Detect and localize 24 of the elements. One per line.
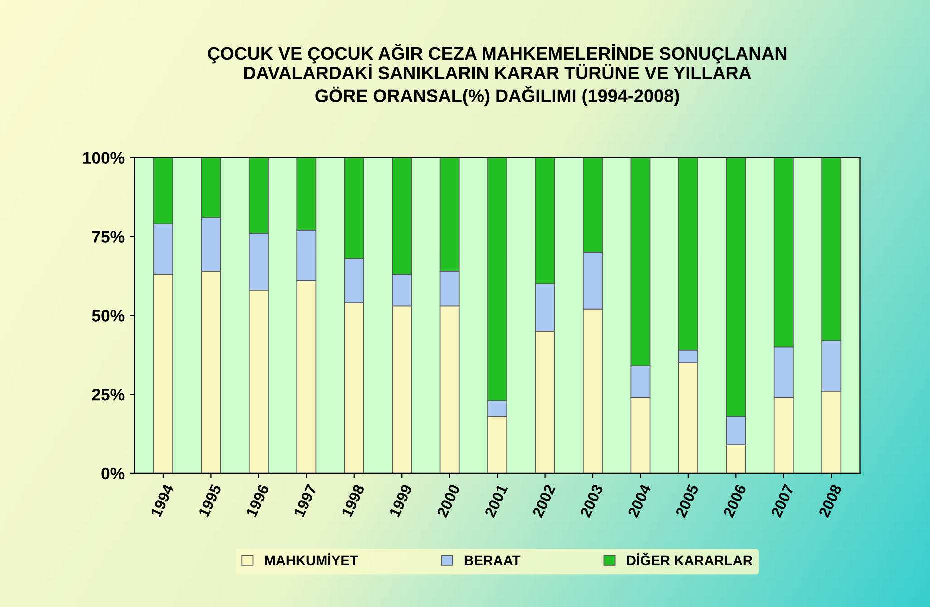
x-tick-label: 2008 xyxy=(818,484,842,518)
legend-label: MAHKUMİYET xyxy=(265,554,358,566)
x-tick-label: 1996 xyxy=(246,484,270,518)
legend-label: BERAAT xyxy=(464,556,521,566)
x-tick-label: 1995 xyxy=(198,484,222,518)
chart-title: ÇOCUK VE ÇOCUK AĞIR CEZA MAHKEMELERİNDE SONUÇLANAN DAVALARDAKİ SANIKLARIN KARAR TÜRÜNE VE YILLARA GÖRE ORANSAL(%) DAĞILIMI (1994-2008) xyxy=(208,44,787,106)
y-tick-label: 75% xyxy=(92,231,125,243)
y-tick-label: 0% xyxy=(102,468,125,480)
x-tick-label: 2000 xyxy=(436,484,460,518)
y-tick-label: 25% xyxy=(92,388,125,401)
x-tick-label: 1998 xyxy=(342,484,366,518)
x-tick-label: 2002 xyxy=(532,484,556,518)
legend-label: DİĞER KARARLAR xyxy=(627,553,753,566)
x-tick-label: 2004 xyxy=(628,483,652,518)
x-tick-label: 2001 xyxy=(484,484,508,518)
x-tick-label: 2007 xyxy=(770,484,795,518)
x-tick-label: 1999 xyxy=(389,484,413,518)
x-tick-label: 1994 xyxy=(150,483,174,518)
x-tick-label: 2003 xyxy=(580,484,604,518)
x-tick-label: 1997 xyxy=(294,484,318,518)
x-tick-label: 2006 xyxy=(723,484,747,518)
y-tick-label: 50% xyxy=(92,310,125,322)
x-tick-label: 2005 xyxy=(675,484,700,518)
y-tick-label: 100% xyxy=(84,152,125,164)
